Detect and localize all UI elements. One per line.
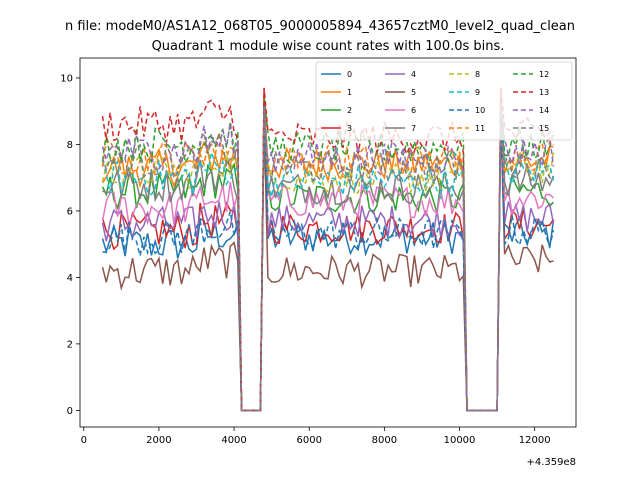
- legend-label-15: 15: [539, 124, 549, 133]
- legend-box: [315, 61, 573, 141]
- y-tick-label: 4: [67, 273, 73, 284]
- plot-area: [101, 87, 555, 412]
- figure-suptitle: n file: modeM0/AS1A12_068T05_9000005894_…: [65, 19, 575, 34]
- y-tick-label: 6: [67, 206, 73, 217]
- series-line-11: [101, 94, 555, 412]
- series-line-10: [102, 111, 555, 412]
- legend-label-9: 9: [475, 88, 480, 97]
- x-tick-label: 6000: [296, 435, 321, 446]
- x-tick-label: 4000: [221, 435, 246, 446]
- axes-frame: [79, 57, 577, 428]
- legend-label-13: 13: [539, 88, 549, 97]
- x-axis-offset-label: +4.359e8: [526, 457, 576, 468]
- legend-label-2: 2: [347, 106, 352, 115]
- legend-label-8: 8: [475, 70, 480, 79]
- x-tick-label: 8000: [372, 435, 397, 446]
- y-tick-label: 2: [67, 339, 73, 350]
- x-tick-label: 2000: [146, 435, 171, 446]
- legend-label-10: 10: [475, 106, 485, 115]
- legend-label-6: 6: [411, 106, 416, 115]
- legend-label-1: 1: [347, 88, 352, 97]
- x-tick-label: 12000: [519, 435, 551, 446]
- x-tick-label: 0: [81, 435, 87, 446]
- legend-label-5: 5: [411, 88, 416, 97]
- y-tick-label: 0: [67, 406, 73, 417]
- chart-title: Quadrant 1 module wise count rates with …: [152, 39, 505, 54]
- x-tick-label: 10000: [444, 435, 476, 446]
- legend-label-14: 14: [539, 106, 549, 115]
- legend-label-4: 4: [411, 70, 416, 79]
- legend-label-7: 7: [411, 124, 416, 133]
- y-tick-label: 8: [67, 140, 73, 151]
- legend-label-11: 11: [475, 124, 485, 133]
- legend-label-12: 12: [539, 70, 549, 79]
- y-tick-label: 10: [60, 73, 73, 84]
- legend-label-3: 3: [347, 124, 352, 133]
- legend-label-0: 0: [347, 70, 352, 79]
- series-line-15: [101, 107, 555, 412]
